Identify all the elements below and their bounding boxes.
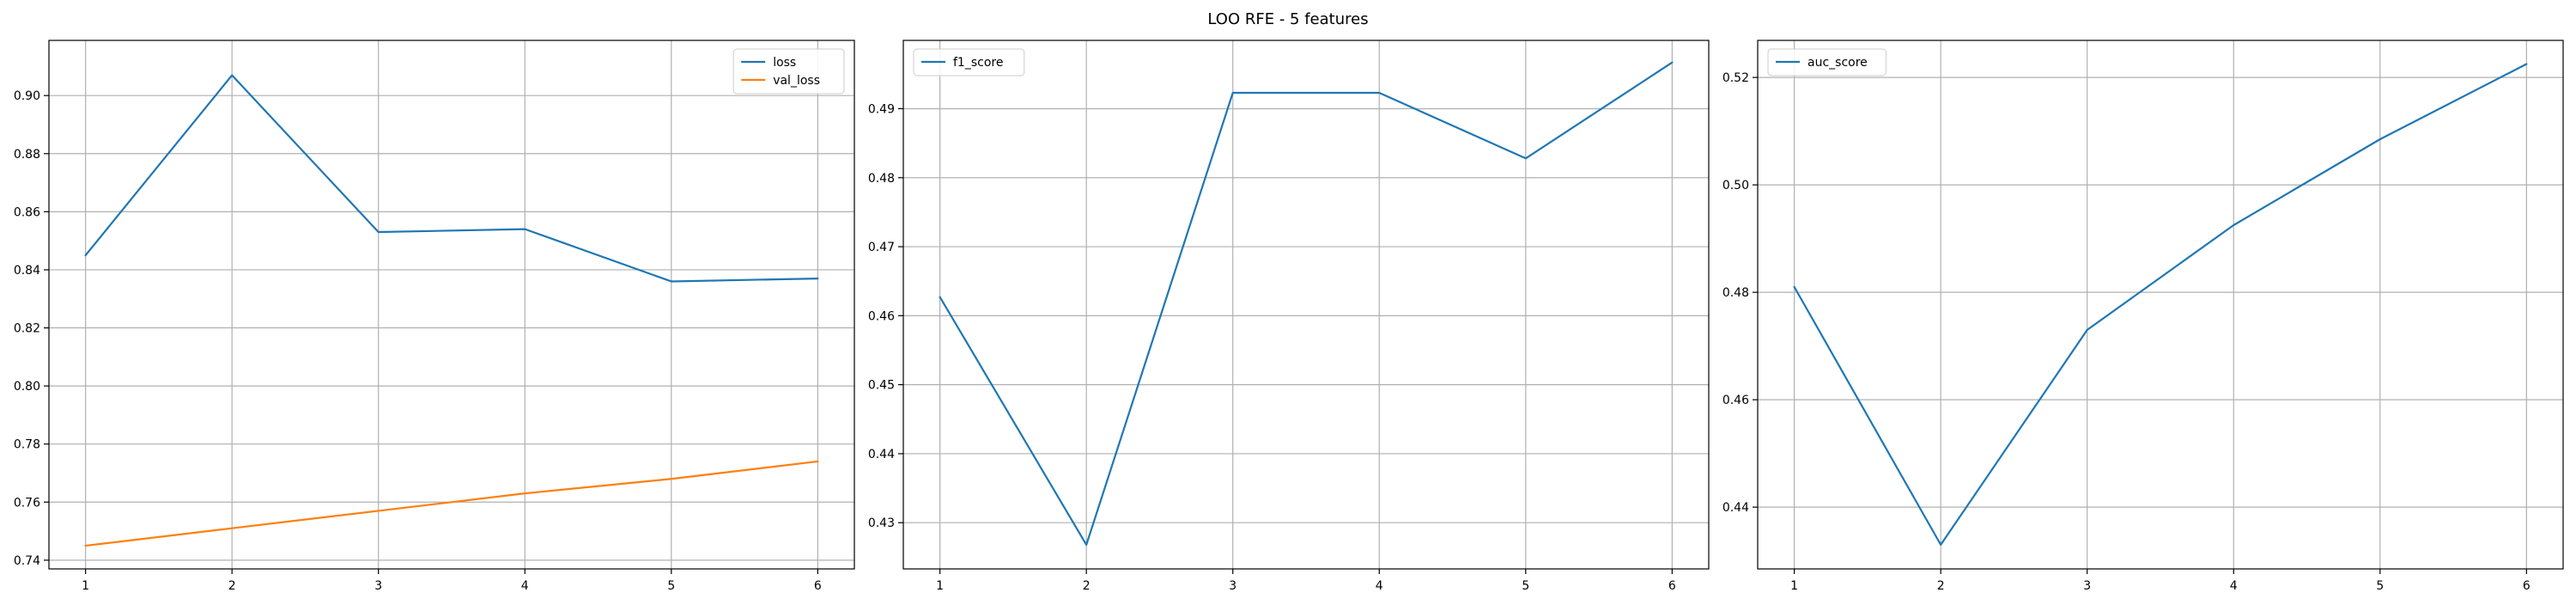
x-tick-label: 4 [1376, 579, 1383, 593]
x-tick-label: 4 [2230, 579, 2238, 593]
y-tick-label: 0.78 [14, 438, 40, 452]
x-tick-label: 3 [2083, 579, 2091, 593]
y-tick-label: 0.44 [1722, 501, 1749, 515]
y-tick-label: 0.88 [14, 148, 40, 162]
subplot-3: 1 2 3 4 5 6 0.44 0.46 0.48 0.50 0.52 auc_score [1722, 40, 2564, 593]
y-tick-label: 0.80 [14, 380, 40, 394]
x-tick-label: 2 [1083, 579, 1091, 593]
x-tick-label: 6 [1668, 579, 1676, 593]
x-tick-label: 2 [1937, 579, 1945, 593]
y-tick-label: 0.50 [1722, 179, 1749, 192]
x-tick-label: 1 [82, 579, 89, 593]
x-tick-label: 3 [1229, 579, 1236, 593]
x-tick-label: 4 [521, 579, 529, 593]
legend: auc_score [1767, 48, 1886, 76]
axes-frame [902, 40, 1710, 570]
y-tick-label: 0.45 [868, 379, 895, 393]
x-tick-label: 3 [374, 579, 382, 593]
y-tick-label: 0.43 [868, 516, 895, 530]
y-tick-label: 0.47 [868, 241, 895, 254]
y-tick-label: 0.52 [1722, 71, 1749, 85]
axes-frame [1757, 40, 2564, 570]
y-tick-label: 0.86 [14, 205, 40, 219]
y-tick-label: 0.46 [868, 309, 895, 323]
y-tick-label: 0.49 [868, 102, 895, 116]
legend-frame [732, 48, 845, 95]
legend-label-f1_score: f1_score [953, 56, 1003, 70]
y-tick-label: 0.76 [14, 496, 40, 510]
y-tick-label: 0.48 [1722, 286, 1749, 300]
subplot-1: 1 2 3 4 5 6 0.74 0.76 0.78 0.80 0.82 0.84 0.86 0.88 0.… [14, 40, 855, 593]
legend-label-val_loss: val_loss [773, 74, 820, 88]
figure-title: LOO RFE - 5 features [1207, 10, 1368, 28]
y-tick-label: 0.48 [868, 172, 895, 186]
subplot-2: 1 2 3 4 5 6 0.43 0.44 0.45 0.46 0.47 0.48 0.49 f1_sco… [868, 40, 1710, 593]
x-tick-label: 6 [814, 579, 822, 593]
series-line-auc_score [1793, 63, 2528, 546]
x-tick-label: 6 [2523, 579, 2530, 593]
y-tick-label: 0.74 [14, 554, 40, 568]
x-tick-label: 1 [1790, 579, 1798, 593]
y-tick-label: 0.82 [14, 322, 40, 336]
legend-frame [913, 48, 1025, 76]
axes-frame [48, 40, 855, 570]
legend-label-auc_score: auc_score [1807, 56, 1868, 70]
legend: loss val_loss [732, 48, 845, 95]
series-line-f1_score [939, 61, 1674, 547]
legend-frame [1767, 48, 1886, 76]
series-line-loss [84, 74, 819, 283]
x-tick-label: 5 [2376, 579, 2384, 593]
y-tick-label: 0.44 [868, 448, 895, 461]
y-tick-label: 0.46 [1722, 394, 1749, 407]
series-line-val_loss [84, 460, 819, 547]
legend-label-loss: loss [773, 56, 796, 70]
x-tick-label: 5 [1522, 579, 1529, 593]
x-tick-label: 2 [228, 579, 236, 593]
y-tick-label: 0.90 [14, 89, 40, 103]
x-tick-label: 1 [936, 579, 944, 593]
y-tick-label: 0.84 [14, 264, 40, 278]
legend: f1_score [913, 48, 1025, 76]
x-tick-label: 5 [667, 579, 675, 593]
